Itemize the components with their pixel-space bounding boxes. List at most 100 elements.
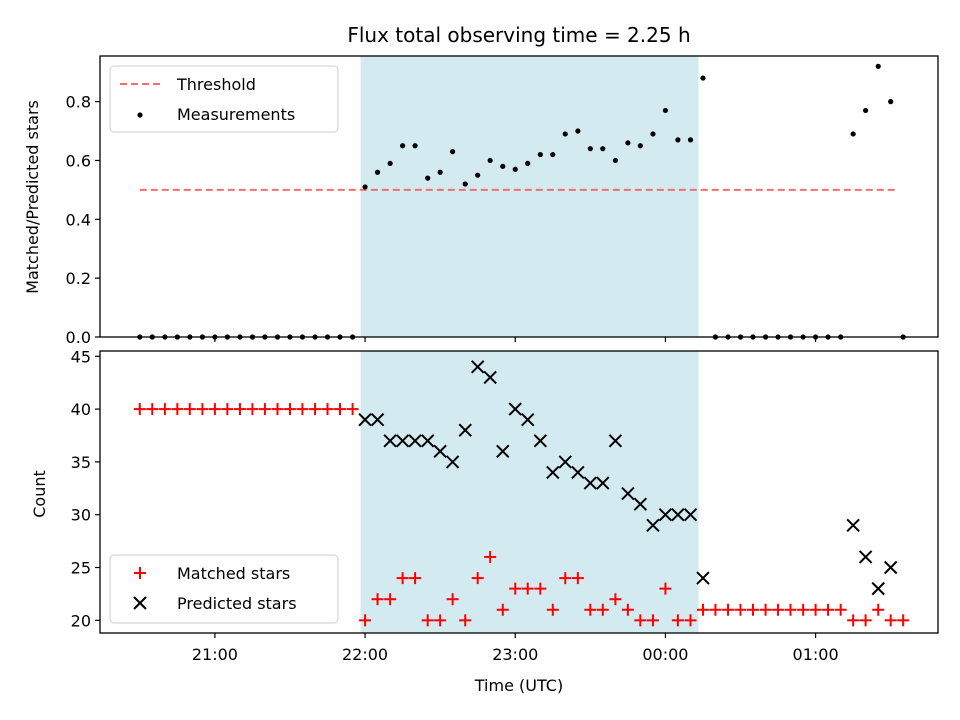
matched-star-point: [559, 572, 572, 585]
measurement-point: [437, 169, 443, 175]
matched-star-point: [208, 403, 221, 416]
matched-star-point: [421, 614, 434, 627]
observing-window-band: [360, 56, 699, 337]
matched-star-point: [509, 582, 522, 595]
measurement-point: [475, 172, 481, 178]
matched-star-point: [784, 603, 797, 616]
matched-legend-swatch: [134, 567, 146, 579]
matched-star-point: [133, 403, 146, 416]
measurement-point: [537, 151, 543, 158]
observing-window-band: [360, 351, 699, 633]
matched-star-point: [546, 603, 559, 616]
predicted-star-point: [433, 444, 447, 459]
matched-stars-series: [133, 403, 910, 627]
predicted-star-point: [671, 508, 685, 522]
bottom-legend-box: [109, 554, 339, 624]
matched-star-point: [734, 603, 747, 616]
matched-star-point: [621, 603, 634, 616]
predicted-star-point: [395, 434, 410, 448]
predicted-star-point: [608, 434, 623, 448]
predicted-star-point: [558, 455, 572, 469]
matched-star-point: [596, 603, 609, 616]
x-tick-label: 21:00: [192, 645, 238, 664]
predicted-legend-swatch: [133, 596, 147, 610]
matched-star-point: [646, 614, 659, 627]
measurement-point: [387, 160, 393, 166]
matched-star-point: [183, 403, 196, 416]
matched-legend-label: Matched stars: [177, 564, 290, 583]
matched-star-point: [797, 603, 810, 616]
predicted-star-point: [508, 402, 522, 416]
bottom-legend: Matched stars Predicted stars: [109, 554, 339, 624]
matched-star-point: [321, 403, 334, 416]
matched-star-point: [496, 603, 509, 616]
measurement-point: [550, 151, 556, 158]
predicted-star-point: [571, 465, 585, 480]
bottom-axes-frame: [99, 350, 939, 634]
predicted-star-point: [420, 434, 435, 448]
predicted-star-point: [646, 518, 660, 532]
predicted-star-point: [483, 370, 497, 385]
matched-star-point: [809, 603, 822, 616]
top-y-axis-ticks: 0.0 0.2 0.4 0.6 0.8: [66, 93, 100, 347]
matched-star-point: [872, 603, 885, 616]
measurement-point: [400, 143, 406, 149]
matched-star-point: [859, 614, 872, 627]
measurement-point: [625, 140, 631, 146]
matched-star-point: [346, 403, 359, 416]
matched-star-point: [309, 403, 322, 416]
matched-star-point: [146, 403, 159, 416]
predicted-star-point: [546, 465, 560, 480]
x-axis-label: Time (UTC): [474, 676, 563, 695]
observing-window-bottom: [360, 351, 699, 633]
measurement-point: [637, 143, 643, 149]
top-legend-box: [109, 65, 339, 133]
predicted-star-point: [370, 412, 385, 427]
chart-title: Flux total observing time = 2.25 h: [347, 23, 690, 47]
matched-star-point: [822, 603, 835, 616]
matched-star-point: [221, 403, 234, 416]
matched-star-point: [396, 572, 409, 585]
matched-star-point: [584, 603, 597, 616]
measurement-point: [850, 131, 856, 137]
predicted-star-point: [470, 360, 485, 374]
matched-star-point: [746, 603, 759, 616]
matched-star-point: [171, 403, 184, 416]
top-y-tick-label: 0.8: [66, 93, 91, 112]
predicted-star-point: [683, 508, 698, 522]
top-y-tick-label: 0.0: [66, 328, 91, 347]
predicted-star-point: [583, 476, 598, 490]
measurement-point: [888, 99, 894, 105]
measurement-point: [687, 137, 694, 143]
matched-star-point: [359, 614, 372, 627]
measurements-legend-label: Measurements: [177, 105, 295, 124]
matched-star-point: [158, 403, 171, 416]
predicted-legend-label: Predicted stars: [177, 594, 297, 613]
matched-star-point: [521, 582, 534, 595]
predicted-star-point: [633, 497, 648, 511]
ratio-panel: 0.00.20.40.60.8 Matched/Predicted stars …: [23, 55, 939, 347]
observing-window-top: [360, 56, 699, 337]
measurement-point: [525, 160, 531, 166]
measurement-point: [374, 169, 381, 175]
x-tick-label: 01:00: [793, 645, 839, 664]
matched-star-point: [671, 614, 684, 627]
measurement-point: [612, 157, 619, 164]
matched-star-point: [709, 603, 722, 616]
threshold-legend-label: Threshold: [176, 75, 256, 94]
matched-star-point: [759, 603, 772, 616]
top-legend: Threshold Measurements: [109, 65, 339, 133]
measurement-point: [362, 184, 368, 190]
matched-star-point: [196, 403, 209, 416]
top-axes-frame: [99, 55, 939, 338]
predicted-star-point: [408, 434, 422, 448]
predicted-star-point: [883, 560, 898, 575]
measurements-legend-swatch: [137, 112, 143, 118]
predicted-star-point: [445, 455, 460, 469]
measurement-point: [450, 149, 456, 155]
top-y-tick-label: 0.6: [66, 151, 91, 170]
measurement-point: [412, 143, 418, 149]
top-y-tick-label: 0.4: [66, 210, 91, 229]
matched-star-point: [772, 603, 785, 616]
measurement-point: [462, 181, 468, 187]
